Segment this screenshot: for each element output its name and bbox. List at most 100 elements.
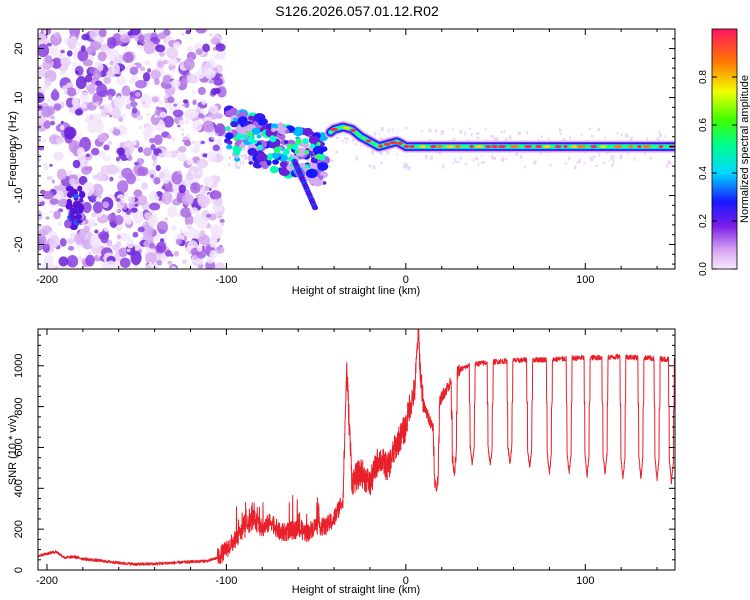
spectrogram-noise-cell <box>148 261 153 267</box>
spectrogram-noise-cell <box>67 87 77 97</box>
snr-y-tick-label: 800 <box>13 397 25 415</box>
spectrogram-faint-cell <box>335 150 339 154</box>
spectrogram-noise-cell <box>214 133 219 136</box>
spectrogram-faint-cell <box>306 159 310 165</box>
spectrogram-faint-cell <box>484 138 488 141</box>
spectrogram-noise-cell <box>186 74 198 84</box>
spectrogram-y-tick-label: -20 <box>13 237 25 253</box>
spectrogram-noise-cell <box>80 165 92 175</box>
spectrogram-noise-cell <box>49 210 54 214</box>
spectrogram-faint-cell <box>372 164 376 170</box>
spectrogram-noise-cell <box>63 126 76 140</box>
spectrogram-noise-cell <box>107 213 116 222</box>
spectrogram-peak-cell <box>389 141 398 145</box>
spectrogram-noise-cell <box>215 138 223 147</box>
spectrogram-noise-cell <box>135 142 140 146</box>
spectrogram-x-tick-label: 0 <box>403 274 409 286</box>
spectrogram-noise-cell <box>43 120 51 129</box>
spectrogram-noise-cell <box>115 241 122 248</box>
spectrogram-noise-cell <box>129 29 141 36</box>
spectrogram-noise-cell <box>219 218 225 224</box>
spectrogram-faint-cell <box>612 163 614 165</box>
spectrogram-noise-cell <box>137 44 143 50</box>
spectrogram-faint-cell <box>367 165 371 168</box>
spectrogram-peak-cell <box>613 144 623 149</box>
spectrogram-noise-cell <box>153 134 163 146</box>
spectrogram-noise-cell <box>162 176 170 184</box>
spectrogram-faint-cell <box>241 154 245 157</box>
spectrogram-noise-cell <box>162 115 174 128</box>
spectrogram-noise-cell <box>200 184 204 188</box>
spectrogram-peak-cell <box>590 144 598 149</box>
spectrogram-noise-cell <box>171 224 177 232</box>
spectrogram-noise-cell <box>137 226 145 233</box>
spectrogram-noise-cell <box>95 196 101 201</box>
spectrogram-noise-cell <box>199 229 206 237</box>
spectrogram-noise-cell <box>215 262 225 269</box>
spectrogram-faint-cell <box>228 163 231 168</box>
spectrogram-noise-cell <box>93 120 105 134</box>
spectrogram-faint-cell <box>404 163 409 168</box>
spectrogram-noise-cell <box>208 104 219 115</box>
spectrogram-noise-cell <box>38 262 42 267</box>
spectrogram-noise-cell <box>138 34 145 43</box>
spectrogram-noise-cell <box>65 185 74 192</box>
spectrogram-faint-cell <box>454 158 457 162</box>
spectrogram-peak-cell <box>554 144 562 149</box>
spectrogram-faint-cell <box>345 141 348 144</box>
spectrogram-noise-cell <box>42 260 50 269</box>
spectrogram-peak-cell <box>316 153 322 160</box>
spectrogram-noise-cell <box>115 156 120 162</box>
spectrogram-noise-cell <box>66 50 73 57</box>
snr-x-tick-label: -100 <box>215 575 237 587</box>
spectrogram-noise-cell <box>111 63 120 75</box>
spectrogram-noise-cell <box>75 208 84 214</box>
spectrogram-noise-cell <box>91 147 100 156</box>
spectrogram-noise-cell <box>53 88 57 92</box>
snr-x-tick-label: 100 <box>576 575 594 587</box>
spectrogram-peak-cell <box>628 144 634 149</box>
spectrogram-noise-cell <box>89 114 94 121</box>
spectrogram-noise-cell <box>109 60 114 66</box>
spectrogram-signal-cell <box>284 129 290 134</box>
spectrogram-noise-cell <box>188 223 192 228</box>
spectrogram-noise-cell <box>164 150 172 158</box>
spectrogram-faint-cell <box>484 128 487 131</box>
spectrogram-y-tick-label: 20 <box>13 42 25 54</box>
spectrogram-signal-cell <box>317 161 329 171</box>
spectrogram-noise-cell <box>45 55 53 64</box>
spectrogram-noise-cell <box>85 46 97 56</box>
spectrogram-faint-cell <box>665 164 669 169</box>
spectrogram-peak-cell <box>403 144 410 149</box>
spectrogram-faint-cell <box>379 151 383 156</box>
spectrogram-signal-cell <box>271 152 280 159</box>
spectrogram-faint-cell <box>573 165 577 170</box>
spectrogram-noise-cell <box>209 224 221 235</box>
spectrogram-noise-cell <box>43 243 49 248</box>
spectrogram-noise-cell <box>130 250 142 266</box>
spectrogram-faint-cell <box>476 136 480 140</box>
spectrogram-noise-cell <box>106 88 116 97</box>
spectrogram-peak-cell <box>437 144 443 149</box>
spectrogram-peak-cell <box>455 144 461 149</box>
spectrogram-noise-cell <box>171 137 177 142</box>
spectrogram-noise-cell <box>125 172 137 185</box>
spectrogram-noise-cell <box>125 103 132 110</box>
spectrogram-noise-cell <box>217 246 221 251</box>
spectrogram-noise-cell <box>178 184 187 194</box>
spectrogram-y-axis: -20 -10 0 10 20 <box>13 28 675 265</box>
spectrogram-noise-cell <box>108 94 113 101</box>
spectrogram-faint-cell <box>369 164 372 168</box>
spectrogram-noise-cell <box>202 120 215 133</box>
spectrogram-noise-cell <box>53 185 59 191</box>
spectrogram-noise-cell <box>186 158 194 165</box>
spectrogram-noise-cell <box>63 219 72 229</box>
spectrogram-noise-cell <box>112 128 121 136</box>
spectrogram-faint-cell <box>646 137 648 141</box>
spectrogram-noise-cell <box>82 201 92 214</box>
spectrogram-noise-cell <box>192 101 197 105</box>
spectrogram-peak-cell <box>291 143 299 150</box>
spectrogram-noise-cell <box>98 29 107 38</box>
spectrogram-noise-cell <box>148 242 156 249</box>
spectrogram-noise-cell <box>189 37 193 41</box>
